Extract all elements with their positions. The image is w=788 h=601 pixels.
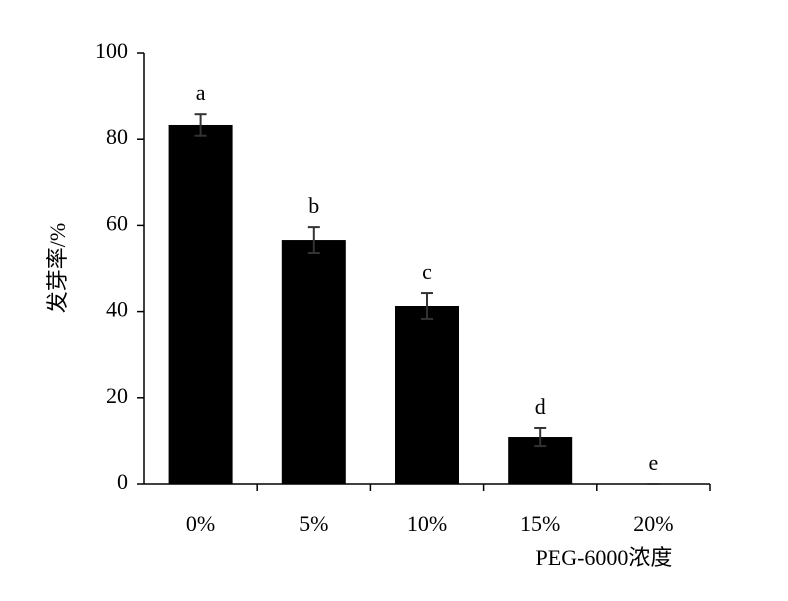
error-bar (194, 113, 207, 137)
y-tick-label: 80 (106, 124, 128, 149)
y-tick-label: 40 (106, 297, 128, 322)
error-bar (421, 292, 433, 320)
bar (281, 240, 346, 484)
bar (395, 305, 459, 484)
bar (168, 124, 233, 485)
error-bar (534, 426, 547, 448)
x-tick-label: 10% (407, 511, 447, 536)
significance-letter: e (649, 450, 659, 475)
error-bar (307, 226, 320, 254)
x-tick-label: 0% (186, 511, 215, 536)
x-tick-label: 20% (633, 511, 673, 536)
y-tick-label: 60 (106, 210, 128, 235)
significance-letter: a (196, 80, 206, 105)
significance-letter: b (308, 193, 319, 218)
x-tick-label: 15% (520, 511, 560, 536)
y-axis-label: 发芽率/% (45, 223, 70, 313)
x-tick-label: 5% (299, 511, 328, 536)
x-axis-label: PEG-6000浓度 (536, 545, 673, 570)
y-tick-label: 0 (117, 469, 128, 494)
y-tick-label: 100 (95, 38, 128, 63)
significance-letter: d (535, 394, 546, 419)
y-tick-label: 20 (106, 383, 128, 408)
significance-letter: c (422, 259, 432, 284)
